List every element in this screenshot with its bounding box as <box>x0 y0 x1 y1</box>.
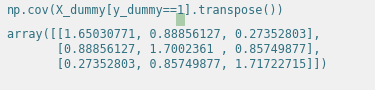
Text: 1: 1 <box>177 4 184 17</box>
Text: array([[1.65030771, 0.88856127, 0.27352803],: array([[1.65030771, 0.88856127, 0.273528… <box>7 28 321 41</box>
Text: ].transpose()): ].transpose()) <box>184 4 284 17</box>
Text: [0.88856127, 1.7002361 , 0.85749877],: [0.88856127, 1.7002361 , 0.85749877], <box>7 43 321 56</box>
Text: np.cov(X_dummy[y_dummy==: np.cov(X_dummy[y_dummy== <box>7 4 178 17</box>
Text: [0.27352803, 0.85749877, 1.71722715]]): [0.27352803, 0.85749877, 1.71722715]]) <box>7 58 328 71</box>
Bar <box>176 13 184 25</box>
